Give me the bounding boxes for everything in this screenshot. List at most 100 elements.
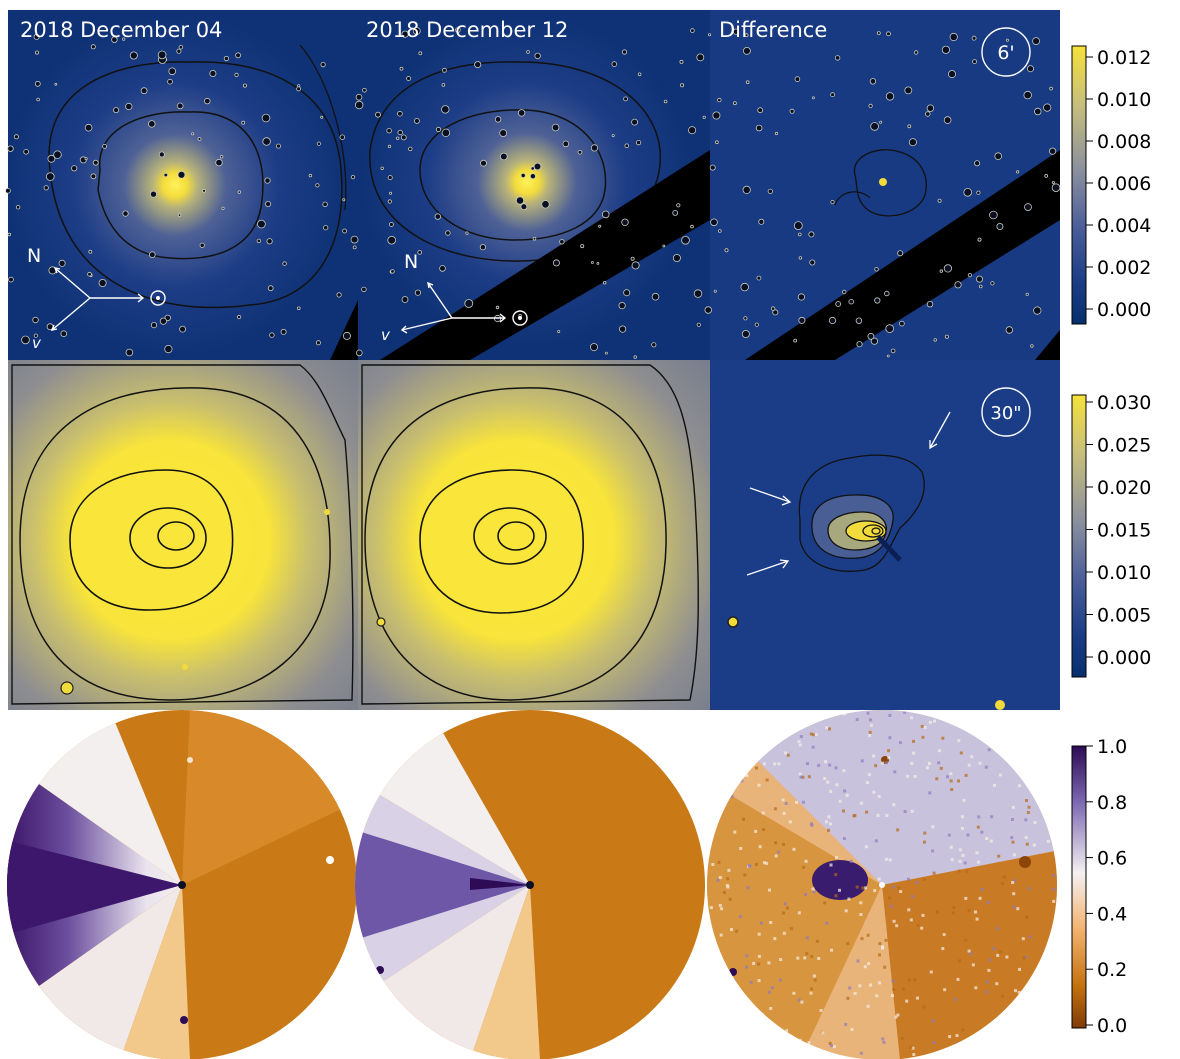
star bbox=[662, 244, 666, 248]
star bbox=[990, 281, 995, 286]
noise-pixel bbox=[712, 990, 716, 994]
noise-pixel bbox=[804, 859, 808, 863]
star bbox=[159, 317, 167, 325]
noise-pixel bbox=[1046, 839, 1050, 843]
star bbox=[414, 289, 421, 296]
noise-pixel bbox=[1016, 907, 1020, 911]
noise-pixel bbox=[817, 957, 821, 960]
noise-pixel bbox=[974, 986, 978, 990]
noise-pixel bbox=[910, 809, 914, 813]
noise-pixel bbox=[807, 1041, 811, 1045]
noise-pixel bbox=[765, 778, 769, 782]
noise-pixel bbox=[950, 858, 954, 862]
star bbox=[767, 188, 773, 194]
star bbox=[297, 84, 301, 88]
noise-pixel bbox=[901, 987, 905, 991]
noise-pixel bbox=[792, 847, 796, 851]
noise-pixel bbox=[767, 961, 771, 965]
star bbox=[696, 322, 701, 327]
noise-pixel bbox=[799, 735, 803, 739]
noise-pixel bbox=[946, 775, 949, 779]
star bbox=[7, 232, 11, 237]
star bbox=[397, 129, 403, 136]
star bbox=[631, 118, 638, 126]
star bbox=[591, 261, 594, 264]
noise-pixel bbox=[878, 953, 881, 957]
background-stars bbox=[5, 27, 1061, 359]
star bbox=[480, 159, 487, 167]
noise-pixel bbox=[807, 775, 811, 779]
noise-pixel bbox=[956, 977, 960, 981]
noise-pixel bbox=[817, 763, 821, 767]
noise-pixel bbox=[957, 739, 961, 743]
star bbox=[215, 158, 223, 167]
noise-pixel bbox=[903, 710, 907, 714]
star bbox=[1034, 107, 1042, 116]
noise-pixel bbox=[910, 716, 913, 720]
noise-pixel bbox=[829, 822, 832, 826]
noise-pixel bbox=[799, 775, 803, 779]
noise-pixel bbox=[878, 981, 881, 985]
star bbox=[972, 59, 977, 64]
colorbar-tick-label: 0.010 bbox=[1097, 562, 1151, 584]
star bbox=[355, 100, 364, 110]
noise-pixel bbox=[845, 793, 849, 797]
noise-pixel bbox=[998, 773, 1002, 777]
star bbox=[275, 143, 281, 149]
star bbox=[35, 50, 40, 55]
noise-pixel bbox=[1051, 826, 1055, 830]
star bbox=[455, 27, 461, 33]
star bbox=[637, 72, 642, 77]
noise-pixel bbox=[784, 802, 788, 805]
row1-panel-dec04 bbox=[8, 10, 358, 360]
noise-pixel bbox=[856, 959, 860, 963]
noise-pixel bbox=[961, 826, 964, 830]
colorbar-tick-label: 0.000 bbox=[1097, 299, 1151, 321]
star bbox=[696, 53, 705, 62]
noise-pixel bbox=[932, 1041, 936, 1045]
star bbox=[412, 27, 421, 35]
star bbox=[541, 200, 550, 209]
noise-pixel bbox=[849, 859, 853, 863]
noise-pixel bbox=[955, 1034, 959, 1038]
star bbox=[758, 218, 765, 225]
colorbar-tick-label: 0.000 bbox=[1097, 647, 1151, 669]
noise-pixel bbox=[828, 727, 831, 731]
star bbox=[963, 188, 972, 197]
noise-pixel bbox=[954, 998, 957, 1001]
star bbox=[772, 309, 779, 316]
noise-pixel bbox=[798, 772, 802, 776]
noise-pixel bbox=[1011, 840, 1015, 844]
star bbox=[84, 123, 93, 132]
star bbox=[913, 50, 919, 55]
star bbox=[808, 231, 815, 238]
noise-pixel bbox=[726, 885, 730, 889]
noise-pixel bbox=[773, 807, 777, 811]
noise-pixel bbox=[922, 1005, 926, 1009]
star bbox=[797, 232, 802, 237]
noise-pixel bbox=[707, 1034, 711, 1037]
star bbox=[87, 271, 92, 277]
noise-pixel bbox=[1026, 811, 1030, 814]
noise-pixel bbox=[850, 1027, 854, 1031]
star bbox=[926, 104, 935, 112]
noise-pixel bbox=[834, 856, 838, 860]
row1-panel-dec12 bbox=[358, 10, 710, 360]
noise-pixel bbox=[745, 965, 748, 969]
star bbox=[8, 276, 14, 283]
noise-pixel bbox=[730, 928, 733, 931]
noise-pixel bbox=[1003, 875, 1006, 879]
noise-pixel bbox=[802, 865, 806, 869]
noise-pixel bbox=[1012, 905, 1016, 909]
star bbox=[158, 151, 165, 158]
star bbox=[242, 83, 247, 88]
star bbox=[596, 261, 600, 265]
noise-pixel bbox=[912, 739, 915, 743]
noise-pixel bbox=[997, 724, 1001, 728]
star bbox=[651, 342, 657, 348]
noise-pixel bbox=[765, 861, 769, 865]
star bbox=[621, 49, 628, 55]
noise-pixel bbox=[951, 911, 955, 915]
noise-pixel bbox=[805, 952, 809, 956]
star bbox=[834, 55, 841, 61]
